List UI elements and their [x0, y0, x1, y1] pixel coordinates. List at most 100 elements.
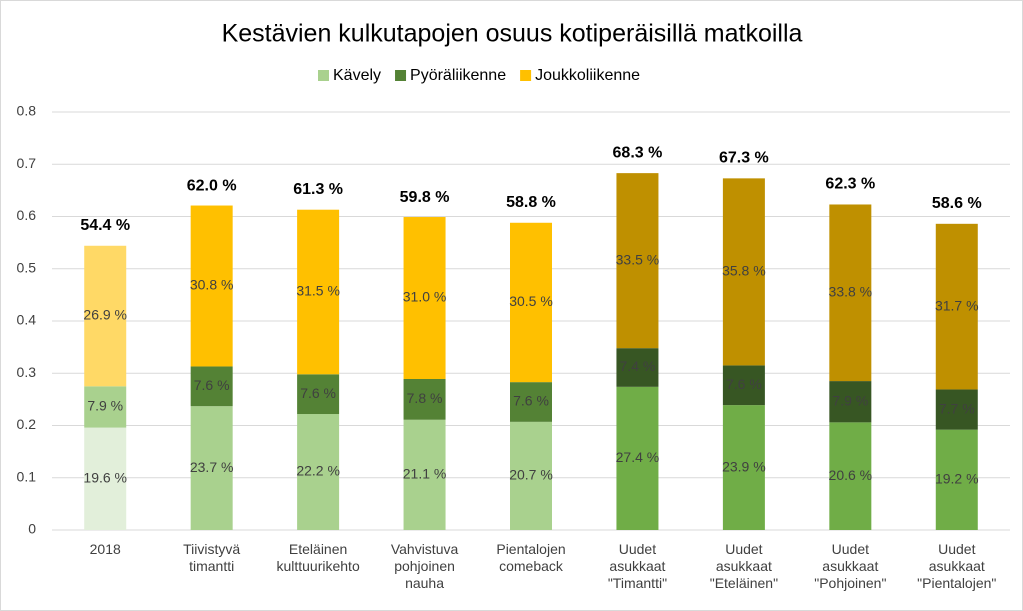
- value-label: 7.7 %: [939, 400, 975, 416]
- bar-segment: [297, 414, 340, 530]
- x-tick-line: asukkaat: [822, 558, 878, 574]
- bar-segment: [829, 381, 872, 423]
- x-tick-label: Uudet asukkaat "Timantti": [608, 541, 667, 591]
- value-label: 20.7 %: [509, 467, 553, 483]
- y-tick-label: 0.1: [17, 468, 37, 484]
- x-tick-line: "Timantti": [608, 575, 667, 591]
- bar-segment: [190, 366, 233, 407]
- bar-segment: [403, 217, 446, 379]
- value-label: 33.5 %: [616, 251, 660, 267]
- x-tick-label: Uudet asukkaat "Pohjoinen": [814, 541, 886, 591]
- y-tick-label: 0.3: [17, 364, 37, 380]
- y-tick-label: 0.4: [17, 312, 37, 328]
- value-label: 26.9 %: [83, 307, 127, 323]
- bar-segment: [829, 422, 872, 530]
- x-tick-label: Pientalojen comeback: [496, 541, 565, 574]
- y-tick-label: 0.6: [17, 207, 37, 223]
- value-label: 30.5 %: [509, 293, 553, 309]
- value-label: 35.8 %: [722, 263, 766, 279]
- bar-segment: [84, 386, 127, 428]
- x-tick-line: asukkaat: [929, 558, 985, 574]
- x-tick-label: Uudet asukkaat "Eteläinen": [710, 541, 778, 591]
- bar-segment: [616, 386, 659, 530]
- x-tick-line: Pientalojen: [496, 541, 565, 557]
- bar-segment: [510, 382, 552, 422]
- value-label: 22.2 %: [296, 463, 340, 479]
- value-label: 21.1 %: [403, 466, 447, 482]
- value-label: 31.0 %: [403, 289, 447, 305]
- x-tick-line: Vahvistuva: [391, 541, 459, 557]
- bar-segment: [84, 427, 127, 530]
- bar-segment: [403, 378, 446, 420]
- value-label: 7.6 %: [300, 385, 336, 401]
- y-tick-label: 0.2: [17, 416, 37, 432]
- x-tick-line: comeback: [499, 558, 564, 574]
- legend-swatch: [520, 70, 532, 81]
- y-tick-label: 0.8: [17, 103, 37, 119]
- total-label: 67.3 %: [719, 150, 769, 167]
- x-tick-line: kulttuurikehto: [276, 558, 359, 574]
- y-tick-label: 0: [28, 521, 36, 537]
- x-tick-line: Eteläinen: [289, 541, 347, 557]
- value-label: 19.6 %: [83, 469, 127, 485]
- x-tick-line: nauha: [405, 575, 444, 591]
- value-label: 19.2 %: [935, 471, 979, 487]
- bar-segment: [616, 173, 659, 349]
- total-label: 58.6 %: [932, 195, 982, 212]
- value-label: 7.6 %: [194, 377, 230, 393]
- bar-segment: [403, 419, 446, 530]
- value-label: 7.8 %: [407, 390, 443, 406]
- y-tick-label: 0.7: [17, 155, 37, 171]
- bar-segment: [510, 421, 552, 530]
- chart-title: Kestävien kulkutapojen osuus kotiperäisi…: [222, 20, 803, 48]
- total-label: 59.8 %: [400, 189, 450, 206]
- value-label: 30.8 %: [190, 277, 234, 293]
- legend-label: Joukkoliikenne: [535, 67, 640, 84]
- y-tick-label: 0.5: [17, 259, 37, 275]
- x-tick-line: "Eteläinen": [710, 575, 778, 591]
- value-label: 7.9 %: [832, 392, 868, 408]
- value-label: 7.4 %: [620, 358, 656, 374]
- bar-segment: [935, 429, 978, 530]
- bar-segment: [297, 374, 340, 415]
- x-tick-line: "Pohjoinen": [814, 575, 886, 591]
- x-tick-line: asukkaat: [609, 558, 665, 574]
- value-label: 7.6 %: [513, 393, 549, 409]
- bar-segment: [722, 365, 765, 406]
- value-label: 31.5 %: [296, 283, 340, 299]
- value-label: 31.7 %: [935, 297, 979, 313]
- x-tick-line: asukkaat: [716, 558, 772, 574]
- bar-segment: [510, 222, 552, 383]
- legend-swatch: [318, 70, 329, 81]
- x-tick-line: "Pientalojen": [917, 575, 996, 591]
- bar-segment: [190, 205, 233, 367]
- x-tick-label: 2018: [90, 541, 121, 557]
- x-tick-line: Uudet: [725, 541, 762, 557]
- x-tick-line: 2018: [90, 541, 121, 557]
- x-tick-line: Tiivistyvä: [183, 541, 240, 557]
- total-label: 54.4 %: [80, 217, 130, 234]
- legend-swatch: [395, 70, 407, 81]
- x-tick-label: Uudet asukkaat "Pientalojen": [917, 541, 996, 591]
- bar-segment: [84, 245, 127, 387]
- value-label: 7.9 %: [87, 398, 123, 414]
- x-tick-line: Uudet: [938, 541, 975, 557]
- total-label: 61.3 %: [293, 181, 343, 198]
- x-tick-line: Uudet: [832, 541, 869, 557]
- x-tick-line: Uudet: [619, 541, 656, 557]
- x-tick-line: pohjoinen: [394, 558, 455, 574]
- bar-segment: [297, 209, 340, 375]
- total-label: 68.3 %: [613, 144, 663, 161]
- x-tick-label: Tiivistyvä timantti: [183, 541, 240, 574]
- legend-label: Kävely: [333, 67, 381, 84]
- value-label: 27.4 %: [616, 449, 660, 465]
- value-label: 7.6 %: [726, 376, 762, 392]
- bar-segment: [190, 406, 233, 530]
- bar-segment: [616, 348, 659, 387]
- total-label: 62.0 %: [187, 177, 237, 194]
- value-label: 23.9 %: [722, 458, 766, 474]
- x-tick-label: Vahvistuva pohjoinen nauha: [391, 541, 459, 591]
- bar-segment: [935, 223, 978, 390]
- x-tick-label: Eteläinen kulttuurikehto: [276, 541, 359, 574]
